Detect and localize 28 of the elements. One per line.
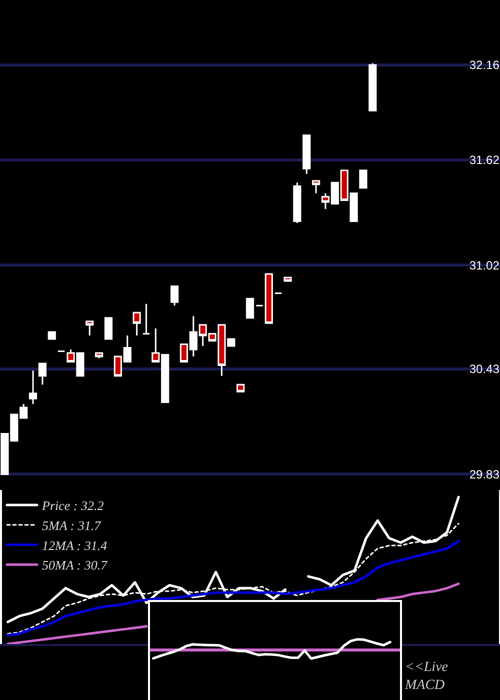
- legend-label: 12MA : 31.4: [42, 538, 108, 553]
- candlestick: [142, 303, 150, 334]
- y-tick-label: 30.43: [469, 362, 500, 376]
- text: <<Live MACD: [404, 660, 448, 694]
- legend-label: Price : 32.2: [41, 498, 104, 514]
- candlestick: [48, 331, 56, 340]
- candlestick: [38, 362, 46, 386]
- candlestick: [170, 286, 179, 306]
- candlestick: [95, 352, 104, 360]
- y-tick-label: 31.02: [469, 258, 500, 272]
- candlestick: [293, 182, 302, 224]
- candlestick: [104, 317, 113, 340]
- candlestick: [368, 62, 377, 112]
- candlestick: [302, 134, 311, 175]
- candlestick: [312, 180, 320, 194]
- candlestick: [86, 320, 94, 336]
- legend-label: 50MA : 30.7: [42, 558, 108, 573]
- y-tick-label: 32.16: [469, 58, 500, 72]
- candlestick: [359, 170, 368, 189]
- y-tick-label: 29.83: [469, 467, 500, 482]
- candlestick: [246, 298, 254, 319]
- y-tick-label: 31.62: [469, 153, 500, 168]
- candlestick: [264, 273, 273, 324]
- legend-label: 5MA : 31.7: [42, 518, 102, 533]
- candlestick: [28, 370, 38, 405]
- candlestick: [132, 312, 141, 336]
- candlestick: [284, 276, 292, 282]
- candlestick: [236, 384, 245, 392]
